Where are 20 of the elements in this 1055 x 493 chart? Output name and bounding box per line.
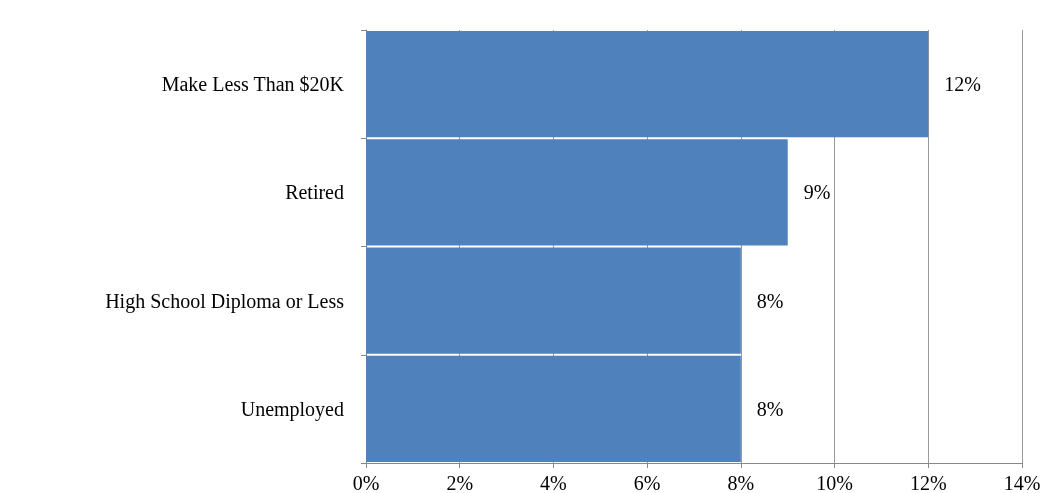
y-tick-label: Retired <box>285 181 344 204</box>
x-tick-label: 2% <box>446 472 474 493</box>
x-tick-label: 10% <box>816 472 853 493</box>
x-tick-label: 4% <box>540 472 567 493</box>
data-label: 8% <box>756 289 784 312</box>
x-tick-label: 12% <box>909 472 947 493</box>
bar <box>366 247 741 354</box>
y-tick-label: Unemployed <box>240 397 344 421</box>
x-tick-label: 8% <box>727 472 755 493</box>
data-label: 12% <box>944 73 981 96</box>
bar <box>366 139 788 246</box>
data-label: 9% <box>803 181 831 204</box>
x-tick-label: 0% <box>352 472 380 493</box>
x-tick-label: 6% <box>633 472 661 493</box>
data-label: 8% <box>756 397 784 420</box>
y-tick-label: Make Less Than $20K <box>161 73 345 96</box>
y-tick-label: High School Diploma or Less <box>105 289 345 313</box>
bar <box>366 31 929 138</box>
bar <box>366 355 741 462</box>
x-tick-label: 14% <box>1003 472 1041 493</box>
